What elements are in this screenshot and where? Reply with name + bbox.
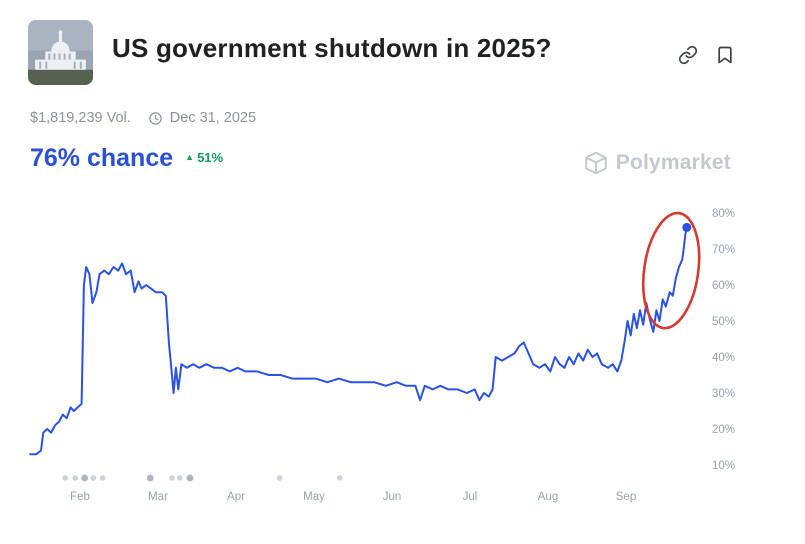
chance-value: 76% chance xyxy=(30,144,174,172)
svg-text:60%: 60% xyxy=(712,280,735,292)
svg-text:80%: 80% xyxy=(712,208,735,220)
polymarket-watermark[interactable]: Polymarket xyxy=(583,150,731,176)
svg-text:30%: 30% xyxy=(712,388,735,400)
stats-row: $1,819,239 Vol. Dec 31, 2025 xyxy=(30,110,256,126)
svg-text:Sep: Sep xyxy=(616,491,636,503)
end-date-label: Dec 31, 2025 xyxy=(169,110,257,126)
chance-delta: ▲ 51% xyxy=(185,150,223,165)
chart-area: 80% 70% 60% 50% 40% 30% 20% 10% Feb Mar Apr May Jun… xyxy=(28,200,777,516)
bookmark-icon[interactable] xyxy=(715,45,735,65)
x-axis-month-labels: Feb Mar Apr May Jun Jul Aug Sep xyxy=(70,491,636,503)
volume-label: $1,819,239 Vol. xyxy=(30,110,131,126)
price-chart[interactable]: 80% 70% 60% 50% 40% 30% 20% 10% Feb Mar Apr May Jun… xyxy=(28,200,777,516)
polymarket-logo-icon xyxy=(585,151,607,175)
svg-text:50%: 50% xyxy=(712,316,735,328)
svg-text:Jul: Jul xyxy=(463,491,478,503)
polymarket-logo-text: Polymarket xyxy=(615,151,731,174)
delta-value: 51% xyxy=(197,150,224,165)
link-icon[interactable] xyxy=(678,45,698,65)
svg-text:Jun: Jun xyxy=(383,491,402,503)
capitol-building-image xyxy=(28,20,93,85)
up-arrow-icon: ▲ xyxy=(185,152,195,162)
svg-text:Mar: Mar xyxy=(148,491,168,503)
red-highlight-ellipse xyxy=(641,211,701,330)
svg-text:40%: 40% xyxy=(712,352,735,364)
svg-text:Feb: Feb xyxy=(70,491,90,503)
svg-text:Apr: Apr xyxy=(227,491,245,503)
svg-text:20%: 20% xyxy=(712,424,735,436)
chance-row: 76% chance ▲ 51% xyxy=(30,144,223,173)
svg-text:10%: 10% xyxy=(712,460,735,472)
timeline-event-dots xyxy=(62,474,343,482)
market-thumbnail-capitol-image xyxy=(28,20,93,85)
latest-price-dot xyxy=(682,222,692,232)
header-actions xyxy=(678,45,735,65)
market-title: US government shutdown in 2025? xyxy=(112,33,552,63)
y-axis-labels: 80% 70% 60% 50% 40% 30% 20% 10% xyxy=(712,208,735,472)
svg-text:May: May xyxy=(303,491,325,503)
clock-icon xyxy=(148,111,163,126)
probability-line xyxy=(29,226,688,456)
svg-text:Aug: Aug xyxy=(538,491,558,503)
svg-text:70%: 70% xyxy=(712,244,735,256)
